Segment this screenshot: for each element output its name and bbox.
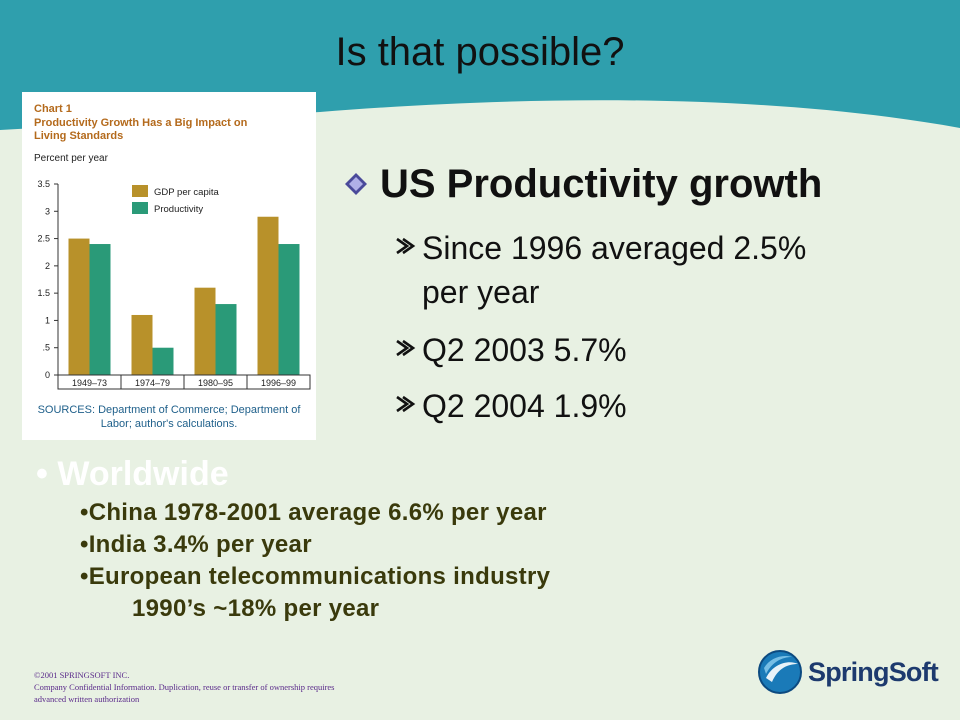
bar-chart: 0 .5 1 1.5 2 2.5 3 3.5 1949–73 1974–79 1980–95 1996… [37, 179, 311, 390]
chart-unit-label: Percent per year [34, 153, 108, 164]
chart-bar [215, 304, 237, 375]
chart-sources-line2: Labor; author's calculations. [100, 418, 238, 430]
chart-number: Chart 1 [34, 103, 72, 115]
chart-bar [257, 216, 279, 375]
chart-sources-line1: SOURCES: Department of Commerce; Departm… [37, 404, 301, 416]
bullet-item: Q2 2004 1.9% [394, 384, 627, 428]
main-heading: US Productivity growth [344, 160, 822, 208]
slide-title: Is that possible? [335, 30, 625, 74]
chart-x-tick-label: 1980–95 [198, 378, 233, 388]
chart-y-tick-label: 1.5 [37, 288, 50, 298]
chart-y-tick-label: 2.5 [37, 234, 50, 244]
footer-line1: ©2001 SPRINGSOFT INC. [34, 670, 130, 680]
world-item: •China 1978-2001 average 6.6% per year [80, 499, 547, 526]
chart-sources: SOURCES: Department of Commerce; Departm… [28, 403, 310, 431]
chart-bar [278, 244, 300, 375]
worldwide-heading-text: Worldwide [57, 455, 229, 493]
chart-legend-swatch [132, 185, 148, 197]
bullet-item: Since 1996 averaged 2.5% per year [394, 226, 806, 314]
chart-title-line2: Living Standards [34, 130, 124, 142]
bullet-text: Q2 2003 5.7% [422, 332, 627, 368]
worldwide-heading: • Worldwide [36, 454, 229, 494]
world-item: •European telecommunications industry [80, 563, 551, 590]
chart-legend-swatch [132, 202, 148, 214]
chart-y-tick-label: 0 [45, 370, 50, 380]
chart-bar [131, 314, 153, 375]
chart-bar [89, 244, 111, 375]
chart-y-tick-label: 3 [45, 206, 50, 216]
footer-line2: Company Confidential Information. Duplic… [34, 682, 335, 692]
chart-bar [68, 238, 90, 375]
footer-line3: advanced written authorization [34, 694, 140, 704]
chart-title-line1: Productivity Growth Has a Big Impact on [34, 117, 248, 129]
arrow-bullet-icon [394, 226, 422, 314]
chart-y-tick-label: .5 [42, 343, 50, 353]
chart-x-tick-label: 1996–99 [261, 378, 296, 388]
world-item: •India 3.4% per year [80, 531, 312, 558]
main-heading-text: US Productivity growth [380, 162, 823, 206]
springsoft-logo: SpringSoft [756, 648, 939, 696]
springsoft-logo-text: SpringSoft [808, 656, 939, 687]
chart-x-tick-label: 1974–79 [135, 378, 170, 388]
round-bullet-icon: • [36, 455, 58, 493]
bullet-item: Q2 2003 5.7% [394, 328, 627, 372]
chart-x-label-box [57, 374, 311, 390]
world-item-cont: 1990’s ~18% per year [132, 595, 380, 622]
diamond-bullet-icon [345, 173, 367, 195]
chart-legend-label: Productivity [154, 204, 203, 215]
chart-legend-label: GDP per capita [154, 187, 219, 198]
chart-y-tick-label: 3.5 [37, 179, 50, 189]
chart-bar [152, 347, 174, 375]
bullet-text-cont: per year [422, 274, 540, 310]
chart-bar [194, 287, 216, 375]
bullet-text: Q2 2004 1.9% [422, 388, 627, 424]
arrow-bullet-icon [394, 328, 422, 372]
springsoft-logo-icon [758, 650, 802, 694]
chart-panel: Chart 1 Productivity Growth Has a Big Im… [22, 92, 316, 440]
footer-copyright: ©2001 SPRINGSOFT INC. Company Confidenti… [34, 669, 335, 705]
chart-x-tick-label: 1949–73 [72, 378, 107, 388]
chart-y-tick-label: 1 [45, 315, 50, 325]
arrow-bullet-icon [394, 384, 422, 428]
bullet-text: Since 1996 averaged 2.5% [422, 230, 807, 266]
chart-y-tick-label: 2 [45, 261, 50, 271]
